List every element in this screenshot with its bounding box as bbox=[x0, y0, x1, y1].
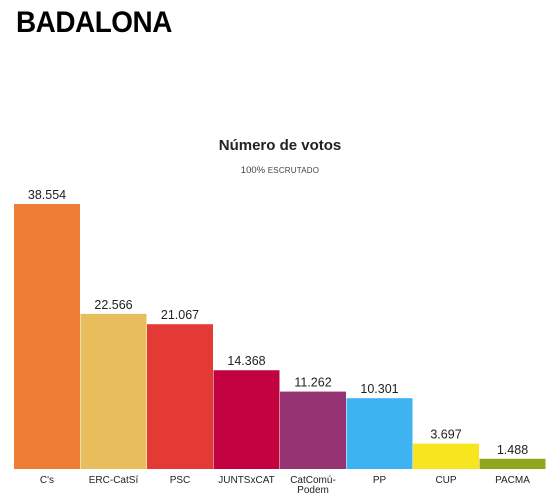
category-label-5: PP bbox=[373, 475, 387, 486]
subtitle-value: 100% bbox=[240, 165, 266, 176]
value-label-1: 22.566 bbox=[94, 298, 132, 312]
bar-4 bbox=[280, 391, 346, 469]
bar-2 bbox=[147, 324, 213, 469]
category-label-4-line-0: CatComú- bbox=[290, 475, 336, 486]
page-title: BADALONA bbox=[16, 6, 172, 39]
value-label-7: 1.488 bbox=[497, 443, 528, 457]
value-label-3: 14.368 bbox=[227, 354, 265, 368]
value-label-4: 11.262 bbox=[294, 376, 331, 390]
category-label-1: ERC-CatSí bbox=[89, 475, 139, 486]
chart-subtitle: 100% ESCRUTADO bbox=[0, 165, 560, 176]
bar-7 bbox=[479, 458, 546, 469]
bar-0 bbox=[14, 204, 80, 469]
value-label-5: 10.301 bbox=[360, 382, 398, 396]
bar-6 bbox=[413, 443, 479, 469]
bar-5 bbox=[346, 398, 413, 469]
category-label-3: JUNTSxCAT bbox=[218, 475, 274, 486]
value-label-2: 21.067 bbox=[161, 308, 199, 322]
category-label-2: PSC bbox=[170, 475, 191, 486]
bar-3 bbox=[213, 370, 280, 469]
category-label-6: CUP bbox=[435, 475, 456, 486]
value-label-0: 38.554 bbox=[28, 188, 66, 202]
category-label-7: PACMA bbox=[495, 475, 530, 486]
subtitle-text: ESCRUTADO bbox=[267, 166, 320, 175]
value-label-6: 3.697 bbox=[430, 428, 461, 442]
category-label-4-line-1: Podem bbox=[297, 485, 329, 496]
chart-title: Número de votos bbox=[218, 137, 342, 154]
bar-1 bbox=[80, 313, 147, 469]
category-label-0: C's bbox=[40, 475, 54, 486]
